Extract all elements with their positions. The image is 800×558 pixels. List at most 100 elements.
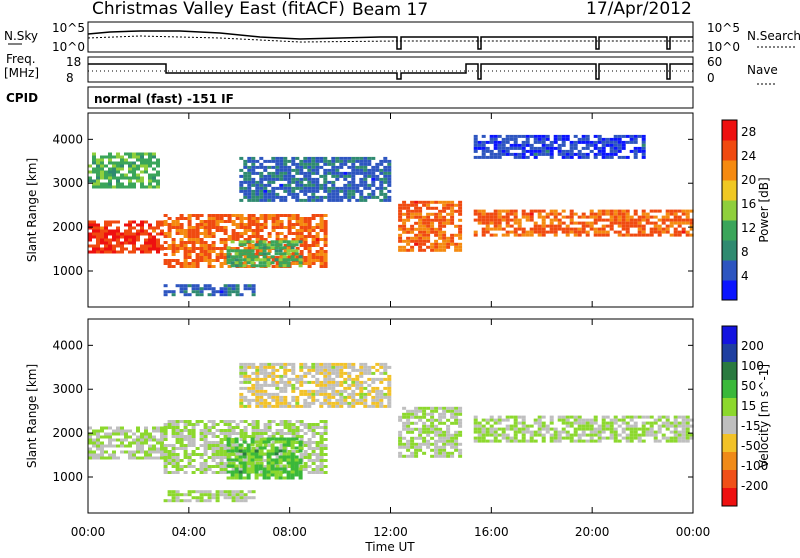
power-cell <box>323 168 328 172</box>
power-cell <box>501 227 506 231</box>
velocity-cell <box>294 437 299 441</box>
velocity-cell <box>601 415 606 419</box>
power-cell <box>665 212 670 216</box>
velocity-cell <box>553 427 558 431</box>
velocity-cell <box>199 438 204 441</box>
power-cell <box>227 217 232 220</box>
power-cell <box>569 221 574 225</box>
power-cell <box>243 256 248 259</box>
power-cell <box>234 255 239 259</box>
velocity-cell <box>569 436 574 440</box>
power-cell <box>207 220 212 223</box>
power-cell <box>116 232 120 236</box>
velocity-cell <box>402 436 407 440</box>
power-cell <box>597 209 602 213</box>
power-cell <box>387 165 392 169</box>
power-cell <box>335 189 340 193</box>
velocity-cell <box>262 470 267 474</box>
nave-scale-bottom: 0 <box>707 71 715 85</box>
power-cell <box>259 165 264 169</box>
power-cell <box>537 224 542 228</box>
power-cell <box>120 241 124 245</box>
power-cell <box>565 137 570 141</box>
power-cell <box>238 252 243 256</box>
power-cell <box>171 223 176 226</box>
velocity-cell <box>116 444 120 448</box>
power-cell <box>485 218 490 222</box>
velocity-cell <box>270 443 275 447</box>
velocity-cell <box>207 493 212 497</box>
power-cell <box>187 253 192 256</box>
power-cell <box>275 226 280 229</box>
power-cell <box>537 230 542 234</box>
power-cell <box>319 265 324 268</box>
velocity-cell <box>673 433 678 437</box>
power-cell <box>617 146 622 150</box>
power-cell <box>673 227 678 231</box>
velocity-cell <box>422 409 427 413</box>
velocity-cell <box>262 467 267 471</box>
velocity-cell <box>426 439 431 443</box>
power-cell <box>418 218 423 222</box>
power-cell <box>553 227 558 231</box>
power-cell <box>140 229 144 233</box>
velocity-cell <box>315 398 320 402</box>
velocity-cell <box>406 445 411 449</box>
power-cell <box>271 156 276 160</box>
power-cell <box>298 264 303 268</box>
power-cell <box>339 171 344 175</box>
velocity-cell <box>681 439 686 443</box>
power-cell <box>271 223 276 226</box>
power-cell <box>315 214 320 217</box>
velocity-cell <box>383 386 388 390</box>
power-cell <box>219 287 224 291</box>
power-cell <box>343 159 348 163</box>
power-cell <box>331 168 336 172</box>
power-cell <box>513 209 518 213</box>
velocity-cell <box>234 476 239 480</box>
power-cell <box>645 221 650 225</box>
power-cell <box>422 233 427 237</box>
power-cell <box>100 247 104 251</box>
power-cell <box>625 227 630 231</box>
velocity-cell <box>274 437 279 441</box>
velocity-cell <box>371 398 376 402</box>
velocity-cell <box>215 465 220 468</box>
velocity-cell <box>226 458 231 462</box>
power-cell <box>398 224 403 228</box>
velocity-cell <box>311 435 316 438</box>
power-cell <box>199 256 204 259</box>
power-cell <box>247 177 252 181</box>
velocity-cell <box>299 465 304 468</box>
power-colorbar-swatch <box>722 240 737 261</box>
power-cell <box>307 256 312 259</box>
power-cell <box>246 258 251 262</box>
velocity-cell <box>259 398 264 402</box>
power-cell <box>246 261 251 265</box>
power-cell <box>195 256 200 259</box>
velocity-cell <box>263 380 268 384</box>
power-cell <box>677 224 682 228</box>
power-cell <box>375 174 380 178</box>
power-cell <box>152 185 156 189</box>
power-cell <box>375 195 380 199</box>
power-cell <box>311 189 316 193</box>
power-cell <box>274 258 279 262</box>
velocity-cell <box>275 465 280 468</box>
velocity-cell <box>497 439 502 443</box>
power-cell <box>250 252 255 256</box>
velocity-cell <box>351 368 356 372</box>
power-cell <box>473 143 478 147</box>
velocity-cell <box>649 433 654 437</box>
power-cell <box>271 165 276 169</box>
power-cell <box>259 250 264 253</box>
power-cell <box>247 217 252 220</box>
velocity-cell <box>363 365 368 369</box>
velocity-cell <box>375 398 380 402</box>
velocity-cell <box>311 398 316 402</box>
power-cell <box>207 259 212 262</box>
power-cell <box>446 245 451 249</box>
velocity-cell <box>665 415 670 419</box>
power-cell <box>290 240 295 244</box>
